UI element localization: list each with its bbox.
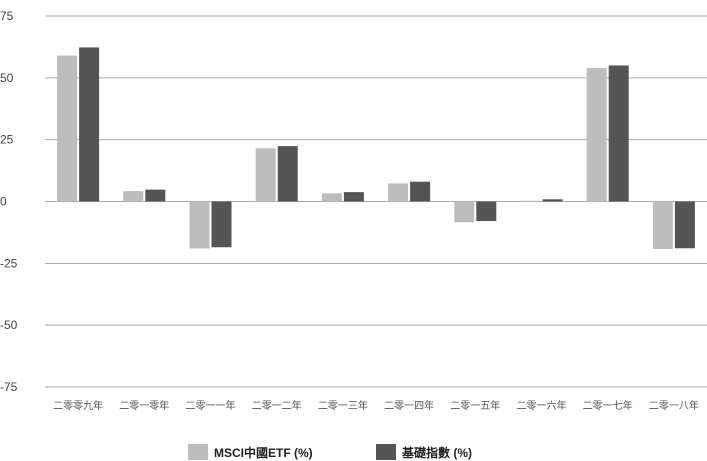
bar-series-2	[145, 189, 166, 202]
y-tick-label: 75	[0, 9, 14, 23]
bar-series-2	[79, 47, 100, 202]
x-tick-label: 二零一一年	[186, 399, 236, 412]
legend-label-2: 基礎指數 (%)	[401, 445, 472, 460]
bar-series-1	[57, 55, 78, 202]
y-tick-label: -25	[0, 256, 18, 270]
y-axis-ticks: 75 50 25 0 -25 -50 -75	[0, 9, 18, 394]
bar-series-2	[476, 201, 497, 222]
y-tick-label: 25	[0, 133, 14, 147]
bar-series-1	[520, 200, 541, 202]
bar-series-2	[277, 146, 298, 202]
x-tick-label: 二零一八年	[649, 399, 699, 412]
bar-series-2	[608, 65, 629, 202]
legend-swatch-2	[376, 444, 396, 460]
bar-series-1	[454, 201, 475, 223]
x-tick-label: 二零一三年	[318, 399, 368, 412]
y-tick-label: 0	[0, 195, 7, 209]
legend-swatch-1	[188, 444, 208, 460]
bar-series-1	[321, 193, 342, 202]
legend: MSCI中國ETF (%) 基礎指數 (%)	[188, 444, 472, 460]
bar-series-1	[586, 67, 607, 202]
bar-series-1	[652, 201, 673, 249]
y-tick-label: -75	[0, 380, 18, 394]
x-tick-label: 二零一四年	[384, 399, 434, 412]
x-tick-label: 二零一二年	[252, 399, 302, 412]
bar-series-2	[410, 181, 431, 202]
x-tick-label: 二零零九年	[53, 399, 103, 412]
x-tick-label: 二零一六年	[517, 399, 567, 412]
bars	[57, 47, 695, 249]
bar-series-2	[542, 199, 563, 202]
x-tick-label: 二零一零年	[119, 399, 169, 412]
bar-series-2	[674, 201, 695, 249]
bar-series-1	[255, 148, 276, 202]
bar-series-1	[123, 191, 144, 202]
legend-label-1: MSCI中國ETF (%)	[214, 445, 313, 460]
bar-series-1	[189, 201, 210, 249]
bar-series-2	[343, 192, 364, 202]
x-tick-label: 二零一七年	[583, 399, 633, 412]
bar-series-1	[388, 183, 409, 202]
y-tick-label: -50	[0, 318, 18, 332]
bar-series-2	[211, 201, 232, 248]
gridlines	[45, 15, 707, 388]
x-tick-label: 二零一五年	[450, 399, 500, 412]
x-axis-ticks: 二零零九年 二零一零年 二零一一年 二零一二年 二零一三年 二零一四年 二零一五年 二零一六年…	[53, 399, 699, 412]
y-tick-label: 50	[0, 71, 14, 85]
